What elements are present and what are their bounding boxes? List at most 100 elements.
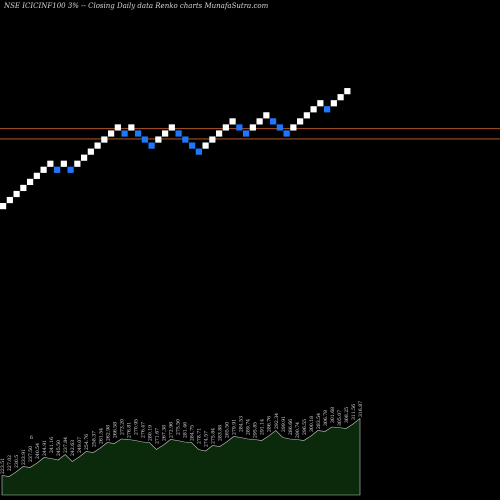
renko-brick-up bbox=[40, 166, 47, 173]
value-label: 278.71 bbox=[197, 428, 203, 444]
renko-brick-down bbox=[283, 130, 290, 137]
value-label: 267.38 bbox=[161, 425, 167, 441]
value-label: 274.57 bbox=[204, 431, 210, 447]
renko-brick-up bbox=[330, 100, 337, 107]
renko-brick-up bbox=[209, 136, 216, 143]
renko-brick-up bbox=[60, 160, 67, 167]
value-label: 271.67 bbox=[154, 428, 160, 444]
renko-brick-down bbox=[236, 124, 243, 131]
value-label: 241.16 bbox=[49, 437, 55, 453]
value-label: 301.68 bbox=[330, 407, 336, 423]
renko-brick-down bbox=[324, 106, 331, 113]
value-label: 279.91 bbox=[232, 419, 238, 435]
value-label: 245.50 bbox=[56, 440, 62, 456]
renko-brick-up bbox=[290, 124, 297, 131]
value-label: 266.58 bbox=[112, 422, 118, 438]
renko-brick-up bbox=[310, 106, 317, 113]
renko-brick-up bbox=[101, 136, 108, 143]
renko-brick-up bbox=[256, 118, 263, 125]
renko-brick-up bbox=[303, 112, 310, 119]
value-label: 289.74 bbox=[246, 419, 252, 435]
value-label: 249.07 bbox=[77, 437, 83, 453]
renko-brick-down bbox=[270, 118, 277, 125]
renko-brick-up bbox=[222, 124, 229, 131]
renko-brick-up bbox=[162, 130, 169, 137]
value-label: 290.74 bbox=[295, 422, 301, 438]
value-label: 299.91 bbox=[281, 416, 287, 432]
value-label: 280.19 bbox=[147, 425, 153, 441]
renko-brick-up bbox=[297, 118, 304, 125]
bottom-value-labels: 223.51 227.02 230.5 233.91 237.50 240.54 244.9… bbox=[0, 401, 364, 474]
value-label: 295.85 bbox=[253, 422, 259, 438]
value-label: 283.88 bbox=[218, 425, 224, 441]
renko-brick-up bbox=[6, 196, 13, 204]
renko-brick-up bbox=[128, 124, 135, 131]
renko-brick-down bbox=[67, 166, 74, 173]
value-label: 286.66 bbox=[288, 419, 294, 435]
renko-brick-down bbox=[54, 166, 61, 173]
renko-brick-up bbox=[229, 118, 236, 125]
chart-title: NSE ICICINF100 3% -- Closing Daily data … bbox=[4, 2, 269, 10]
renko-brick-down bbox=[195, 148, 202, 155]
value-label: 311.56 bbox=[351, 404, 357, 420]
renko-brick-up bbox=[13, 190, 20, 198]
renko-brick-up bbox=[0, 203, 7, 210]
renko-bricks bbox=[0, 88, 351, 210]
renko-brick-up bbox=[344, 88, 351, 95]
renko-brick-up bbox=[81, 154, 88, 161]
value-label: 285.50 bbox=[225, 422, 231, 438]
value-label: 272.96 bbox=[168, 422, 174, 438]
renko-brick-up bbox=[263, 112, 270, 119]
renko-brick-down bbox=[135, 130, 142, 137]
value-label: 276.81 bbox=[126, 422, 132, 438]
renko-brick-down bbox=[243, 130, 250, 137]
renko-brick-down bbox=[189, 142, 196, 149]
value-label: 308.25 bbox=[344, 407, 350, 423]
renko-brick-up bbox=[87, 148, 94, 155]
value-label: 276.47 bbox=[140, 422, 146, 438]
value-label: 262.98 bbox=[105, 425, 111, 441]
value-label: 292.34 bbox=[274, 413, 280, 429]
value-label: 227.02 bbox=[7, 455, 13, 471]
renko-brick-down bbox=[175, 130, 182, 137]
value-label: 300.18 bbox=[309, 416, 315, 432]
value-label: 275.50 bbox=[175, 419, 181, 435]
renko-brick-down bbox=[148, 142, 155, 149]
renko-brick-up bbox=[155, 136, 162, 143]
value-label: 291.14 bbox=[260, 419, 266, 435]
area-series bbox=[1, 417, 361, 496]
value-label: 242.63 bbox=[70, 440, 76, 456]
renko-brick-up bbox=[202, 142, 209, 149]
value-label: 237.50 bbox=[28, 446, 34, 462]
renko-brick-up bbox=[168, 124, 175, 131]
renko-brick-down bbox=[121, 130, 128, 137]
value-label: 284.53 bbox=[239, 416, 245, 432]
value-label: 223.51 bbox=[0, 458, 6, 474]
renko-brick-down bbox=[182, 136, 189, 143]
renko-brick-up bbox=[47, 160, 54, 167]
renko-brick-up bbox=[74, 160, 81, 167]
value-label: 305.07 bbox=[337, 410, 343, 426]
renko-brick-up bbox=[317, 100, 324, 107]
value-label: 258.37 bbox=[91, 431, 97, 447]
renko-brick-up bbox=[249, 124, 256, 131]
extra-value-label: 6 bbox=[30, 435, 33, 441]
value-label: 306.78 bbox=[323, 410, 329, 426]
value-label: 284.75 bbox=[190, 425, 196, 441]
renko-brick-up bbox=[114, 124, 121, 131]
renko-brick-up bbox=[94, 142, 101, 149]
value-label: 233.91 bbox=[21, 449, 27, 465]
renko-brick-up bbox=[108, 130, 115, 137]
value-label: 286.76 bbox=[267, 416, 273, 432]
renko-brick-up bbox=[27, 178, 34, 185]
renko-brick-up bbox=[33, 172, 40, 179]
renko-brick-down bbox=[141, 136, 148, 143]
value-label: 254.76 bbox=[84, 434, 90, 450]
renko-brick-up bbox=[337, 94, 344, 101]
value-label: 296.55 bbox=[302, 419, 308, 435]
value-label: 275.84 bbox=[211, 428, 217, 444]
value-label: 270.95 bbox=[133, 419, 139, 435]
value-label: 261.54 bbox=[98, 428, 104, 444]
value-label: 273.20 bbox=[119, 419, 125, 435]
